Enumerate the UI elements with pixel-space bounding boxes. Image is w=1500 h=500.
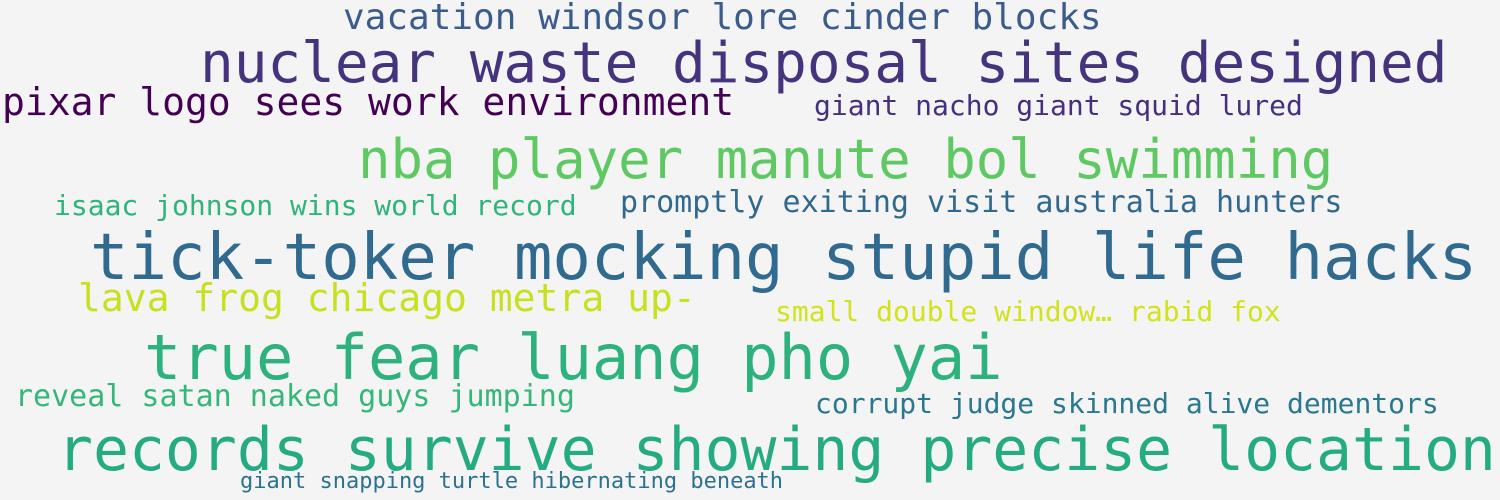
phrase-records-survive: records survive showing precise location xyxy=(57,416,1496,486)
phrase-small-double-window: small double window… rabid fox xyxy=(775,295,1281,328)
phrase-promptly-exiting: promptly exiting visit australia hunters xyxy=(620,185,1343,220)
phrase-nba-player: nba player manute bol swimming xyxy=(358,128,1334,191)
phrase-vacation-windsor: vacation windsor lore cinder blocks xyxy=(343,0,1102,38)
phrase-lava-frog: lava frog chicago metra up- xyxy=(78,276,696,320)
phrase-tick-toker: tick-toker mocking stupid life hacks xyxy=(90,221,1478,295)
phrase-giant-nacho: giant nacho giant squid lured xyxy=(814,89,1303,122)
phrase-isaac-johnson: isaac johnson wins world record xyxy=(54,189,577,222)
phrase-corrupt-judge: corrupt judge skinned alive dementors xyxy=(815,387,1439,420)
phrase-pixar-logo: pixar logo sees work environment xyxy=(2,80,735,124)
phrase-giant-snapping-turtle: giant snapping turtle hibernating beneat… xyxy=(240,469,784,494)
phrase-reveal-satan: reveal satan naked guys jumping xyxy=(15,379,575,414)
phrase-nuclear-waste: nuclear waste disposal sites designed xyxy=(200,31,1448,96)
phrase-true-fear: true fear luang pho yai xyxy=(144,321,1003,394)
